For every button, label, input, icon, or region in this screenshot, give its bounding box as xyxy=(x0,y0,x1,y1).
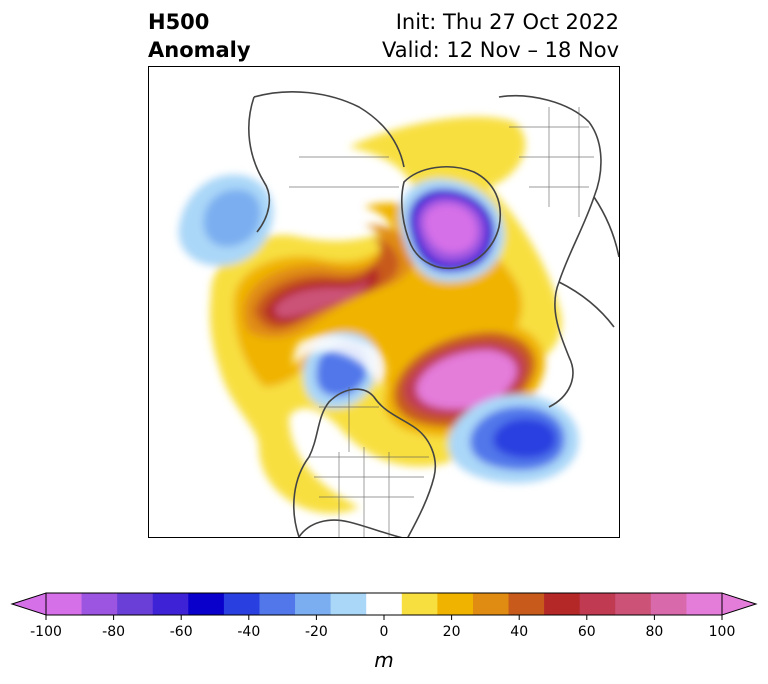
title-line-variable: H500 xyxy=(148,10,210,34)
colorbar-segment xyxy=(188,593,225,615)
map-panel xyxy=(148,66,620,538)
positive-anomaly-80 xyxy=(274,279,369,318)
colorbar-segment xyxy=(259,593,296,615)
colorbar-tick-label: -40 xyxy=(237,624,260,640)
colorbar-segment xyxy=(46,593,83,615)
anomaly-map xyxy=(178,91,619,537)
colorbar-tick-label: -100 xyxy=(30,624,62,640)
colorbar-segment xyxy=(650,593,687,615)
colorbar-segment xyxy=(152,593,189,615)
colorbar-tick-label: 0 xyxy=(380,624,389,640)
colorbar-segment xyxy=(223,593,260,615)
political-boundaries xyxy=(289,107,594,537)
colorbar-ticks: -100 -80 -60 -40 -20 0 20 40 60 80 100 xyxy=(30,615,735,640)
colorbar-segment xyxy=(366,593,403,615)
near-zero-band xyxy=(293,335,386,387)
negative-anomaly-atlantic-30 xyxy=(203,189,261,247)
chart-subtitle: Init: Thu 27 Oct 2022 Valid: 12 Nov – 18… xyxy=(382,8,619,64)
negative-anomaly-pacific-60 xyxy=(493,418,556,459)
valid-range-label: Valid: 12 Nov – 18 Nov xyxy=(382,38,619,62)
chart-title: H500 Anomaly xyxy=(148,8,251,64)
colorbar-tick-label: -20 xyxy=(305,624,328,640)
colorbar-tick-label: 40 xyxy=(510,624,528,640)
colorbar-tick-label: 20 xyxy=(443,624,461,640)
colorbar-segments xyxy=(10,592,758,616)
coastlines xyxy=(248,91,619,537)
positive-anomaly-siberia-100 xyxy=(416,350,517,409)
negative-anomaly-greenland-100 xyxy=(423,203,478,253)
colorbar: -100 -80 -60 -40 -20 0 20 40 60 80 100 m xyxy=(0,585,768,675)
colorbar-tick-label: 80 xyxy=(645,624,663,640)
colorbar-tick-label: -60 xyxy=(170,624,193,640)
colorbar-segment xyxy=(686,593,723,615)
colorbar-segment xyxy=(81,593,118,615)
colorbar-extend-min-arrow xyxy=(10,592,47,616)
colorbar-segment xyxy=(544,593,581,615)
colorbar-svg: -100 -80 -60 -40 -20 0 20 40 60 80 100 m xyxy=(10,592,758,672)
colorbar-unit-label: m xyxy=(374,648,393,672)
colorbar-tick-label: 60 xyxy=(578,624,596,640)
colorbar-segment xyxy=(472,593,510,615)
colorbar-segment xyxy=(295,593,332,615)
colorbar-segment xyxy=(579,593,616,615)
init-date-label: Init: Thu 27 Oct 2022 xyxy=(395,10,619,34)
colorbar-tick-label: 100 xyxy=(709,624,736,640)
colorbar-tick-label: -80 xyxy=(102,624,125,640)
colorbar-segment xyxy=(117,593,154,615)
title-line-type: Anomaly xyxy=(148,38,251,62)
colorbar-segment xyxy=(437,593,474,615)
colorbar-segment xyxy=(615,593,652,615)
colorbar-segment xyxy=(401,593,438,615)
colorbar-segment xyxy=(508,593,545,615)
colorbar-extend-max-arrow xyxy=(721,592,758,616)
colorbar-segment xyxy=(330,593,367,615)
